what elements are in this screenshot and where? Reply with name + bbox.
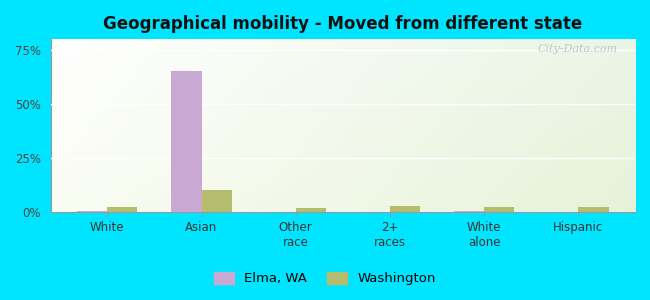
Bar <box>202 190 231 212</box>
Bar <box>172 71 202 212</box>
Bar <box>484 207 514 212</box>
Bar <box>454 211 484 212</box>
Title: Geographical mobility - Moved from different state: Geographical mobility - Moved from diffe… <box>103 15 582 33</box>
Legend: Elma, WA, Washington: Elma, WA, Washington <box>209 266 441 290</box>
Bar <box>107 207 137 212</box>
Bar <box>390 206 420 212</box>
Bar <box>296 208 326 212</box>
Bar <box>77 211 107 212</box>
Text: City-Data.com: City-Data.com <box>538 44 618 54</box>
Bar <box>578 207 608 212</box>
